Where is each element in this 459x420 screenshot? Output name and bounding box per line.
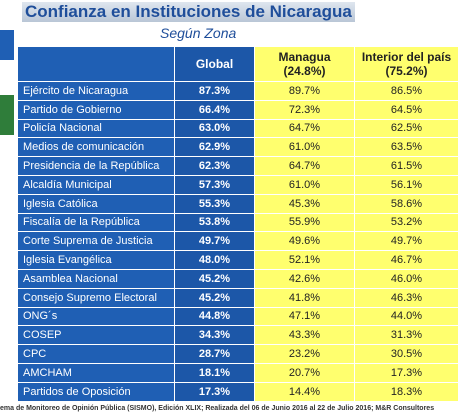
footer: ema de Monitoreo de Opinión Pública (SIS… bbox=[0, 405, 435, 412]
row-label: Alcaldía Municipal bbox=[18, 176, 175, 195]
header-line: Managua bbox=[278, 50, 331, 64]
cell-value: 44.8% bbox=[175, 307, 255, 327]
header-line: Global bbox=[195, 57, 234, 71]
cell-value: 52.1% bbox=[255, 251, 355, 270]
cell-value: 46.3% bbox=[355, 288, 459, 308]
row-label: CPC bbox=[18, 345, 175, 364]
header-line: Interior del país bbox=[361, 50, 452, 64]
cell-value: 66.4% bbox=[175, 100, 255, 120]
cell-value: 55.9% bbox=[255, 213, 355, 233]
cell-value: 14.4% bbox=[255, 382, 355, 402]
cell-value: 89.7% bbox=[255, 82, 355, 101]
row-label: Policía Nacional bbox=[18, 119, 175, 139]
cell-value: 17.3% bbox=[175, 382, 255, 402]
cell-value: 41.8% bbox=[255, 288, 355, 308]
cell-value: 47.1% bbox=[255, 307, 355, 327]
cell-value: 72.3% bbox=[255, 100, 355, 120]
cell-value: 49.7% bbox=[175, 232, 255, 252]
cell-value: 31.3% bbox=[355, 326, 459, 346]
column-header: Managua (24.8%) bbox=[255, 47, 355, 82]
cell-value: 61.0% bbox=[255, 138, 355, 158]
cell-value: 48.0% bbox=[175, 251, 255, 270]
row-label: COSEP bbox=[18, 326, 175, 346]
cell-value: 46.7% bbox=[355, 251, 459, 270]
row-label: Iglesia Evangélica bbox=[18, 251, 175, 270]
cell-value: 55.3% bbox=[175, 194, 255, 214]
row-label: AMCHAM bbox=[18, 364, 175, 383]
column-header: Global bbox=[175, 47, 255, 82]
row-label: Iglesia Católica bbox=[18, 194, 175, 214]
cell-value: 64.7% bbox=[255, 119, 355, 139]
cell-value: 18.3% bbox=[355, 382, 459, 402]
row-label: ONG´s bbox=[18, 307, 175, 327]
cell-value: 43.3% bbox=[255, 326, 355, 346]
cell-value: 49.6% bbox=[255, 232, 355, 252]
decoration bbox=[0, 95, 14, 135]
row-label: Consejo Supremo Electoral bbox=[18, 288, 175, 308]
cell-value: 63.0% bbox=[175, 119, 255, 139]
logo bbox=[0, 30, 14, 60]
cell-value: 62.5% bbox=[355, 119, 459, 139]
cell-value: 42.6% bbox=[255, 270, 355, 289]
cell-value: 46.0% bbox=[355, 270, 459, 289]
cell-value: 56.1% bbox=[355, 176, 459, 195]
cell-value: 63.5% bbox=[355, 138, 459, 158]
cell-value: 44.0% bbox=[355, 307, 459, 327]
title: Confianza en Instituciones de Nicaragua bbox=[22, 2, 355, 22]
cell-value: 30.5% bbox=[355, 345, 459, 364]
cell-value: 28.7% bbox=[175, 345, 255, 364]
row-label: Partido de Gobierno bbox=[18, 100, 175, 120]
cell-value: 17.3% bbox=[355, 364, 459, 383]
header-line: (24.8%) bbox=[283, 64, 326, 78]
column-header: Interior del país (75.2%) bbox=[355, 47, 459, 82]
cell-value: 64.7% bbox=[255, 157, 355, 176]
cell-value: 62.3% bbox=[175, 157, 255, 176]
cell-value: 18.1% bbox=[175, 364, 255, 383]
cell-value: 61.5% bbox=[355, 157, 459, 176]
row-label: Partidos de Oposición bbox=[18, 382, 175, 402]
cell-value: 45.3% bbox=[255, 194, 355, 214]
row-label: Fiscalía de la República bbox=[18, 213, 175, 233]
header-line: (75.2%) bbox=[385, 64, 428, 78]
row-label: Ejército de Nicaragua bbox=[18, 82, 175, 101]
cell-value: 53.8% bbox=[175, 213, 255, 233]
cell-value: 58.6% bbox=[355, 194, 459, 214]
cell-value: 64.5% bbox=[355, 100, 459, 120]
cell-value: 49.7% bbox=[355, 232, 459, 252]
row-label: Presidencia de la República bbox=[18, 157, 175, 176]
cell-value: 57.3% bbox=[175, 176, 255, 195]
row-label: Medios de comunicación bbox=[18, 138, 175, 158]
cell-value: 45.2% bbox=[175, 270, 255, 289]
cell-value: 20.7% bbox=[255, 364, 355, 383]
header-corner bbox=[18, 47, 175, 82]
cell-value: 62.9% bbox=[175, 138, 255, 158]
cell-value: 23.2% bbox=[255, 345, 355, 364]
cell-value: 53.2% bbox=[355, 213, 459, 233]
cell-value: 87.3% bbox=[175, 82, 255, 101]
cell-value: 86.5% bbox=[355, 82, 459, 101]
cell-value: 61.0% bbox=[255, 176, 355, 195]
row-label: Asamblea Nacional bbox=[18, 270, 175, 289]
row-label: Corte Suprema de Justicia bbox=[18, 232, 175, 252]
subtitle: Según Zona bbox=[160, 25, 237, 41]
cell-value: 45.2% bbox=[175, 288, 255, 308]
cell-value: 34.3% bbox=[175, 326, 255, 346]
